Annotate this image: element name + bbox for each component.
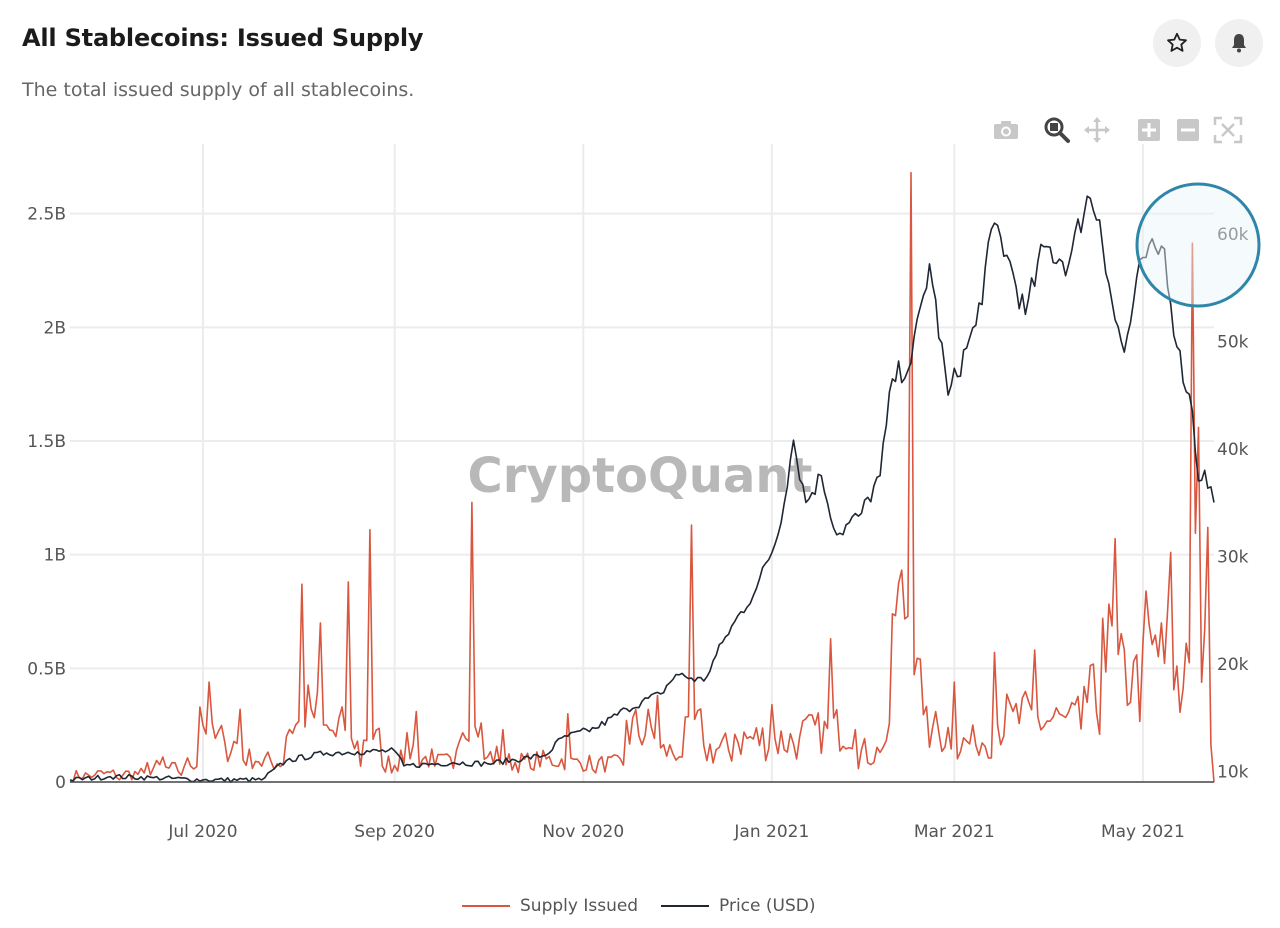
y-left-tick-label: 2B bbox=[44, 318, 66, 338]
x-tick-label: Mar 2021 bbox=[914, 822, 995, 842]
y-right-tick-label: 20k bbox=[1217, 655, 1249, 675]
legend-label-price: Price (USD) bbox=[719, 896, 816, 916]
y-right-tick-label: 50k bbox=[1217, 332, 1249, 352]
x-tick-label: Sep 2020 bbox=[354, 822, 435, 842]
chart-axes: 0 0.5B 1B 1.5B 2B 2.5B 10k 20k 30k 40k 50k 60k Jul 2… bbox=[27, 205, 1248, 842]
chart-series bbox=[69, 171, 1215, 783]
y-left-tick-label: 0 bbox=[55, 773, 66, 793]
legend-item-supply[interactable]: Supply Issued bbox=[462, 896, 638, 916]
chart-legend: Supply Issued Price (USD) bbox=[0, 896, 1280, 920]
zoom-in-icon[interactable] bbox=[1134, 114, 1164, 146]
page-title: All Stablecoins: Issued Supply bbox=[22, 24, 424, 52]
watermark-text: CryptoQuant bbox=[468, 448, 813, 504]
x-tick-label: Nov 2020 bbox=[542, 822, 624, 842]
x-tick-label: Jul 2020 bbox=[167, 822, 237, 842]
y-right-tick-label: 40k bbox=[1217, 440, 1249, 460]
y-right-tick-label: 30k bbox=[1217, 547, 1249, 567]
legend-item-price[interactable]: Price (USD) bbox=[661, 896, 815, 916]
autoscale-icon[interactable] bbox=[1213, 114, 1243, 146]
y-left-tick-label: 1.5B bbox=[27, 432, 66, 452]
bell-icon bbox=[1232, 34, 1246, 53]
y-left-tick-label: 2.5B bbox=[27, 205, 66, 225]
pan-icon[interactable] bbox=[1082, 114, 1112, 146]
highlight-circle bbox=[1135, 182, 1261, 308]
chart-toolbar bbox=[0, 114, 1280, 148]
page-subtitle: The total issued supply of all stablecoi… bbox=[22, 79, 415, 101]
legend-swatch-price bbox=[661, 905, 709, 907]
chart-grid bbox=[70, 144, 1214, 782]
y-right-tick-label: 60k bbox=[1217, 225, 1249, 245]
y-left-tick-label: 0.5B bbox=[27, 659, 66, 679]
zoom-icon[interactable] bbox=[1042, 114, 1072, 146]
y-right-tick-label: 10k bbox=[1217, 762, 1249, 782]
legend-label-supply: Supply Issued bbox=[520, 896, 639, 916]
favorite-button[interactable] bbox=[1153, 19, 1201, 67]
star-icon bbox=[1167, 32, 1187, 52]
supply-issued-line bbox=[69, 171, 1215, 783]
camera-icon[interactable] bbox=[991, 114, 1021, 146]
alert-button[interactable] bbox=[1215, 19, 1263, 67]
zoom-out-icon[interactable] bbox=[1173, 114, 1203, 146]
price-usd-line bbox=[69, 195, 1215, 783]
legend-swatch-supply bbox=[462, 905, 510, 907]
y-left-tick-label: 1B bbox=[44, 546, 66, 566]
x-tick-label: May 2021 bbox=[1101, 822, 1185, 842]
x-tick-label: Jan 2021 bbox=[733, 822, 809, 842]
